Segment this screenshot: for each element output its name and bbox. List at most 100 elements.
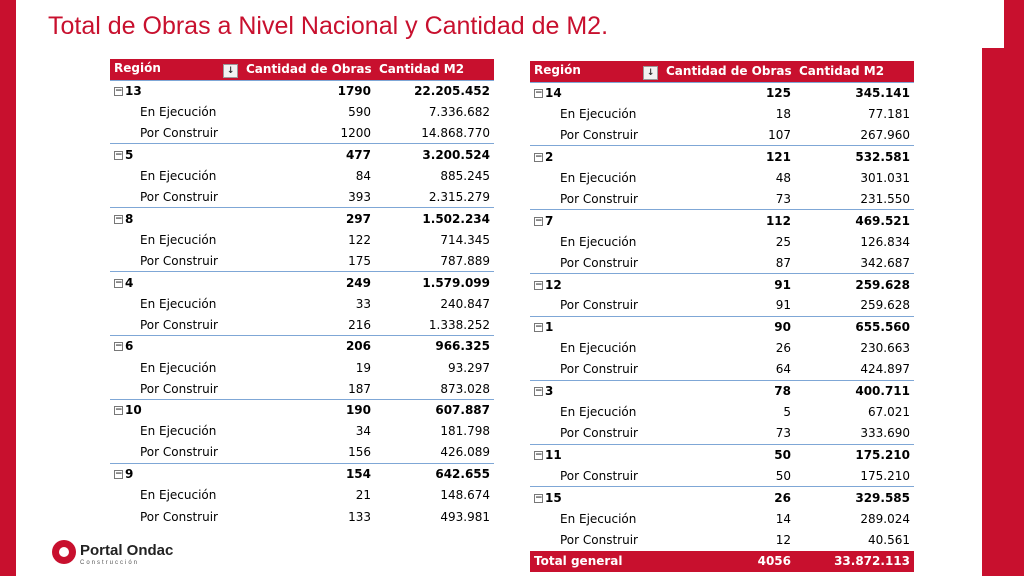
collapse-minus-icon[interactable]: − [534, 151, 543, 162]
status-label: En Ejecución [560, 341, 637, 356]
status-row: Por Construir 187 873.028 [110, 378, 494, 399]
status-m2: 267.960 [860, 127, 910, 142]
region-obras: 1790 [242, 79, 375, 102]
collapse-minus-icon[interactable]: − [114, 277, 123, 288]
logo-name: Portal Ondac [80, 542, 174, 559]
status-label: Por Construir [560, 298, 638, 313]
status-obras: 73 [775, 191, 791, 206]
region-group-row: −7 112 469.521 [530, 209, 914, 232]
logo-subtitle: Construcción [80, 560, 140, 566]
collapse-minus-icon[interactable]: − [114, 85, 123, 96]
status-row: En Ejecución 122 714.345 [110, 229, 494, 250]
region-obras: 206 [242, 335, 375, 357]
region-cell: −2 [530, 145, 662, 168]
status-m2: 424.897 [860, 362, 910, 377]
status-label: Por Construir [560, 532, 638, 547]
region-number: 5 [125, 147, 134, 162]
status-obras: 25 [775, 234, 791, 249]
total-m2: 33.872.113 [795, 550, 914, 572]
collapse-minus-icon[interactable]: − [534, 449, 543, 460]
status-m2: 873.028 [440, 381, 490, 396]
region-cell: −14 [530, 81, 662, 104]
region-obras: 249 [242, 271, 375, 293]
status-m2: 14.868.770 [421, 125, 490, 140]
status-m2: 493.981 [440, 509, 490, 524]
status-obras: 107 [768, 127, 791, 142]
region-m2: 400.711 [795, 379, 914, 402]
status-label: Por Construir [560, 362, 638, 377]
status-label: Por Construir [140, 445, 218, 460]
region-number: 12 [545, 277, 562, 292]
status-row: Por Construir 87 342.687 [530, 252, 914, 273]
status-label: En Ejecución [140, 232, 217, 247]
status-label: En Ejecución [560, 511, 637, 526]
collapse-minus-icon[interactable]: − [114, 405, 123, 416]
status-row: Por Construir 73 333.690 [530, 423, 914, 444]
collapse-minus-icon[interactable]: − [534, 386, 543, 397]
total-row: Total general 4056 33.872.113 [530, 550, 914, 572]
region-cell: −8 [110, 207, 242, 230]
region-group-row: −13 1790 22.205.452 [110, 79, 494, 102]
status-row: Por Construir 175 787.889 [110, 250, 494, 271]
region-m2: 532.581 [795, 145, 914, 168]
collapse-minus-icon[interactable]: − [114, 149, 123, 160]
status-row: En Ejecución 34 181.798 [110, 421, 494, 442]
status-obras: 175 [348, 253, 371, 268]
region-cell: −5 [110, 143, 242, 166]
status-m2: 77.181 [868, 106, 910, 121]
status-label: Por Construir [140, 253, 218, 268]
status-obras: 156 [348, 445, 371, 460]
region-m2: 655.560 [795, 315, 914, 338]
status-m2: 230.663 [860, 341, 910, 356]
status-obras: 48 [775, 170, 791, 185]
collapse-minus-icon[interactable]: − [534, 87, 543, 98]
status-obras: 87 [775, 255, 791, 270]
status-obras: 18 [775, 106, 791, 121]
region-cell: −15 [530, 486, 662, 508]
filter-sort-icon[interactable]: ↓ [643, 65, 658, 80]
status-label: Por Construir [140, 125, 218, 140]
region-m2: 329.585 [795, 486, 914, 508]
region-obras: 477 [242, 143, 375, 166]
status-m2: 148.674 [440, 488, 490, 503]
status-row: En Ejecución 5 67.021 [530, 401, 914, 422]
logo-circle-icon [52, 540, 76, 564]
region-group-row: −6 206 966.325 [110, 335, 494, 357]
region-number: 10 [125, 403, 142, 418]
region-m2: 469.521 [795, 209, 914, 232]
region-m2: 966.325 [375, 335, 494, 357]
status-label: Por Construir [560, 127, 638, 142]
status-label: En Ejecución [140, 168, 217, 183]
collapse-minus-icon[interactable]: − [114, 341, 123, 352]
region-number: 4 [125, 275, 134, 290]
status-row: Por Construir 393 2.315.279 [110, 186, 494, 207]
status-obras: 84 [355, 168, 371, 183]
status-row: En Ejecución 25 126.834 [530, 231, 914, 252]
status-m2: 93.297 [448, 360, 490, 375]
status-row: Por Construir 73 231.550 [530, 188, 914, 209]
status-obras: 21 [355, 488, 371, 503]
collapse-minus-icon[interactable]: − [114, 213, 123, 224]
header-region: Región ↓ [530, 61, 662, 82]
filter-sort-icon[interactable]: ↓ [223, 63, 238, 78]
region-group-row: −12 91 259.628 [530, 273, 914, 295]
collapse-minus-icon[interactable]: − [534, 215, 543, 226]
region-obras: 297 [242, 207, 375, 230]
collapse-minus-icon[interactable]: − [534, 279, 543, 290]
collapse-minus-icon[interactable]: − [534, 492, 543, 503]
region-m2: 607.887 [375, 398, 494, 421]
region-obras: 125 [662, 81, 795, 104]
region-cell: −6 [110, 335, 242, 357]
collapse-minus-icon[interactable]: − [534, 322, 543, 333]
region-m2: 22.205.452 [375, 79, 494, 102]
status-row: Por Construir 91 259.628 [530, 295, 914, 316]
status-obras: 64 [775, 362, 791, 377]
status-obras: 187 [348, 381, 371, 396]
header-m2: Cantidad M2 [375, 59, 494, 80]
status-row: En Ejecución 26 230.663 [530, 338, 914, 359]
region-cell: −9 [110, 462, 242, 485]
collapse-minus-icon[interactable]: − [114, 469, 123, 480]
status-m2: 231.550 [860, 191, 910, 206]
header-obras: Cantidad de Obras [242, 59, 375, 80]
status-m2: 175.210 [860, 468, 910, 483]
